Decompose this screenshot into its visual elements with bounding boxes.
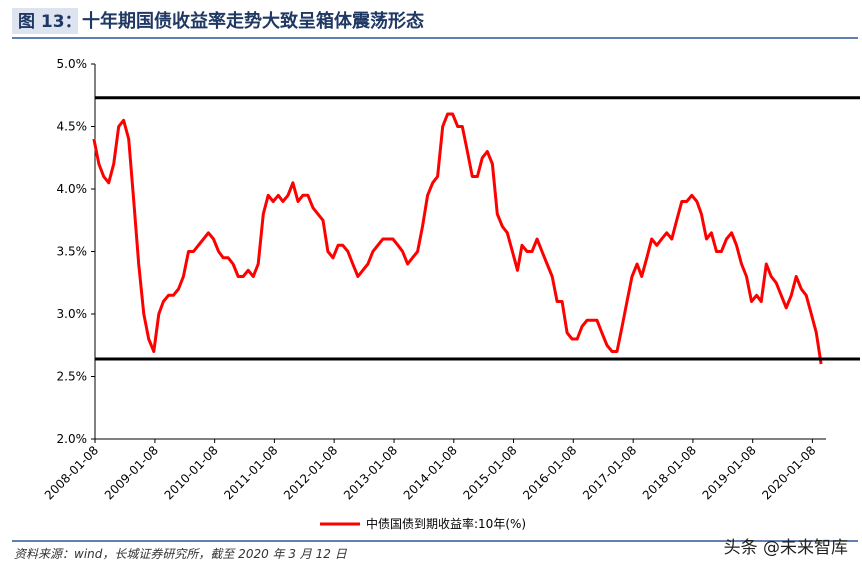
x-tick-label: 2019-01-08 — [700, 443, 759, 502]
x-tick-label: 2018-01-08 — [640, 443, 699, 502]
title: 十年期国债收益率走势大致呈箱体震荡形态 — [82, 10, 424, 32]
x-tick-label: 2014-01-08 — [401, 443, 460, 502]
y-tick-label: 3.5% — [57, 245, 88, 259]
x-tick-label: 2015-01-08 — [460, 443, 519, 502]
y-tick-label: 2.5% — [57, 370, 88, 384]
figure-label: 图 13： — [18, 12, 82, 32]
y-tick-label: 3.0% — [57, 307, 88, 321]
source: 资料来源：wind，长城证券研究所，截至 2020 年 3 月 12 日 — [14, 547, 348, 561]
x-tick-label: 2009-01-08 — [102, 443, 161, 502]
label-box — [12, 8, 78, 34]
line — [92, 112, 823, 365]
watermark: 头条 @未来智库 — [724, 538, 848, 558]
x-tick-label: 2010-01-08 — [162, 443, 221, 502]
x-tick-label: 2008-01-08 — [42, 443, 101, 502]
y-tick-label: 5.0% — [57, 57, 88, 71]
x-tick-label: 2013-01-08 — [341, 443, 400, 502]
y-tick-label: 4.5% — [57, 120, 88, 134]
x-tick-label: 2016-01-08 — [520, 443, 579, 502]
y-tick-label: 4.0% — [57, 182, 88, 196]
x-tick-label: 2020-01-08 — [759, 443, 818, 502]
y-tick-label: 2.0% — [57, 432, 88, 446]
x-tick-label: 2012-01-08 — [281, 443, 340, 502]
legend-label: 中债国债到期收益率:10年(%) — [366, 516, 526, 531]
x-tick-label: 2011-01-08 — [221, 443, 280, 502]
x-tick-label: 2017-01-08 — [580, 443, 639, 502]
